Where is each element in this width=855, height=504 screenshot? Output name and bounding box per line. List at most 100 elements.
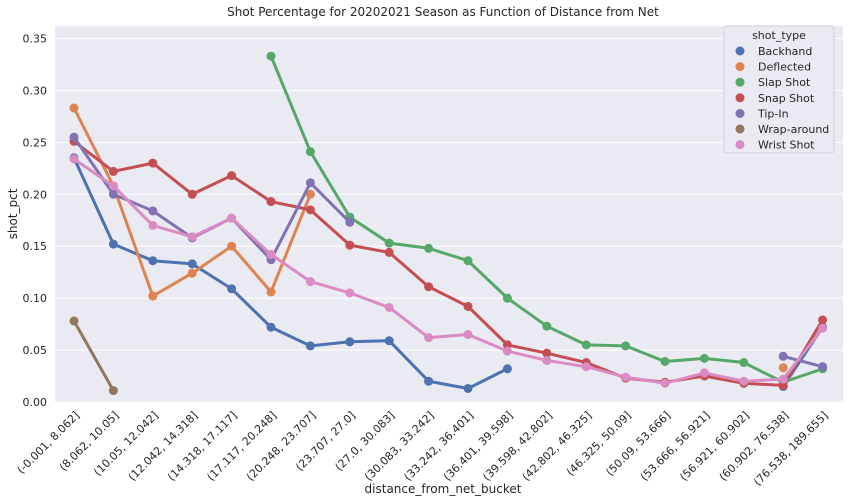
x-tick-label: (12.042, 14.318]	[126, 409, 201, 484]
legend-marker	[735, 46, 745, 56]
data-point	[542, 348, 552, 358]
data-point	[699, 353, 709, 363]
y-tick-label: 0.05	[23, 344, 48, 357]
series-wrap-around	[69, 316, 118, 396]
data-point	[384, 238, 394, 248]
data-point	[108, 166, 118, 176]
data-point	[345, 337, 355, 347]
data-point	[227, 241, 237, 251]
data-point	[305, 147, 315, 157]
legend-label: Wrap-around	[758, 123, 829, 136]
data-point	[660, 378, 670, 388]
data-point	[108, 239, 118, 249]
data-point	[463, 301, 473, 311]
data-point	[660, 356, 670, 366]
data-point	[384, 247, 394, 257]
data-point	[187, 259, 197, 269]
y-tick-label: 0.20	[23, 188, 48, 201]
x-tick-label: (36.401, 39.598]	[441, 409, 516, 484]
data-point	[621, 372, 631, 382]
legend-marker	[735, 108, 745, 118]
data-point	[384, 336, 394, 346]
data-point	[305, 189, 315, 199]
legend-marker	[735, 62, 745, 72]
x-tick-label: (39.598, 42.802]	[480, 409, 555, 484]
legend-label: Wrist Shot	[758, 139, 815, 152]
x-tick-label: (20.248, 23.707]	[244, 409, 319, 484]
series-wrist-shot	[69, 154, 828, 388]
data-point	[148, 220, 158, 230]
data-point	[463, 256, 473, 266]
data-point	[542, 321, 552, 331]
data-point	[542, 355, 552, 365]
x-tick-label: (33.242, 36.401]	[401, 409, 476, 484]
series-line	[72, 139, 825, 387]
data-point	[621, 341, 631, 351]
legend-label: Snap Shot	[758, 92, 815, 105]
legend-marker	[735, 124, 745, 134]
data-point	[305, 277, 315, 287]
data-point	[502, 293, 512, 303]
data-point	[345, 288, 355, 298]
chart-title: Shot Percentage for 20202021 Season as F…	[227, 5, 659, 19]
data-point	[463, 383, 473, 393]
data-point	[69, 132, 79, 142]
data-point	[266, 197, 276, 207]
x-tick-label: (17.117, 20.248]	[204, 409, 279, 484]
data-point	[818, 362, 828, 372]
legend-marker	[735, 77, 745, 87]
data-point	[266, 250, 276, 260]
x-tick-label: (56.921, 60.902]	[677, 409, 752, 484]
data-point	[345, 217, 355, 227]
legend: shot_type Backhand Deflected Slap Shot Snap…	[723, 25, 835, 154]
data-point	[699, 368, 709, 378]
data-point	[227, 171, 237, 181]
data-point	[818, 315, 828, 325]
data-point	[739, 376, 749, 386]
data-point	[148, 206, 158, 216]
y-axis-label: shot_pct	[6, 188, 20, 239]
data-point	[69, 154, 79, 164]
x-tick-label: (60.902, 76.538]	[717, 409, 792, 484]
data-point	[818, 323, 828, 333]
data-point	[187, 232, 197, 242]
legend-title: shot_type	[752, 29, 806, 42]
y-tick-labels: 0.00 0.05 0.10 0.15 0.20 0.25 0.30 0.35	[23, 32, 48, 409]
data-point	[266, 287, 276, 297]
x-tick-label: (14.318, 17.117]	[165, 409, 240, 484]
data-point	[187, 189, 197, 199]
x-tick-label: (76.538, 189.655]	[751, 409, 831, 489]
data-point	[148, 291, 158, 301]
y-tick-label: 0.15	[23, 240, 48, 253]
data-point	[424, 282, 434, 292]
x-tick-labels: (-0.001, 8.062](8.062, 10.05](10.05, 12.…	[15, 409, 831, 489]
legend-label: Deflected	[758, 61, 811, 74]
data-point	[778, 374, 788, 384]
plot-area	[55, 26, 843, 402]
data-point	[108, 386, 118, 396]
legend-label: Slap Shot	[758, 76, 811, 89]
data-point	[69, 103, 79, 113]
legend-marker	[735, 93, 745, 103]
x-tick-label: (53.666, 56.921]	[638, 409, 713, 484]
data-point	[227, 284, 237, 294]
data-point	[463, 329, 473, 339]
data-point	[187, 268, 197, 278]
y-tick-label: 0.30	[23, 84, 48, 97]
series-layer	[69, 51, 828, 396]
data-point	[148, 256, 158, 266]
data-point	[778, 363, 788, 373]
data-point	[424, 333, 434, 343]
data-point	[148, 158, 158, 168]
data-point	[108, 181, 118, 191]
y-tick-label: 0.25	[23, 136, 48, 149]
data-point	[581, 362, 591, 372]
y-tick-label: 0.10	[23, 292, 48, 305]
data-point	[502, 340, 512, 350]
y-tick-label: 0.35	[23, 32, 48, 45]
data-point	[108, 189, 118, 199]
data-point	[739, 358, 749, 368]
legend-label: Backhand	[758, 45, 812, 58]
